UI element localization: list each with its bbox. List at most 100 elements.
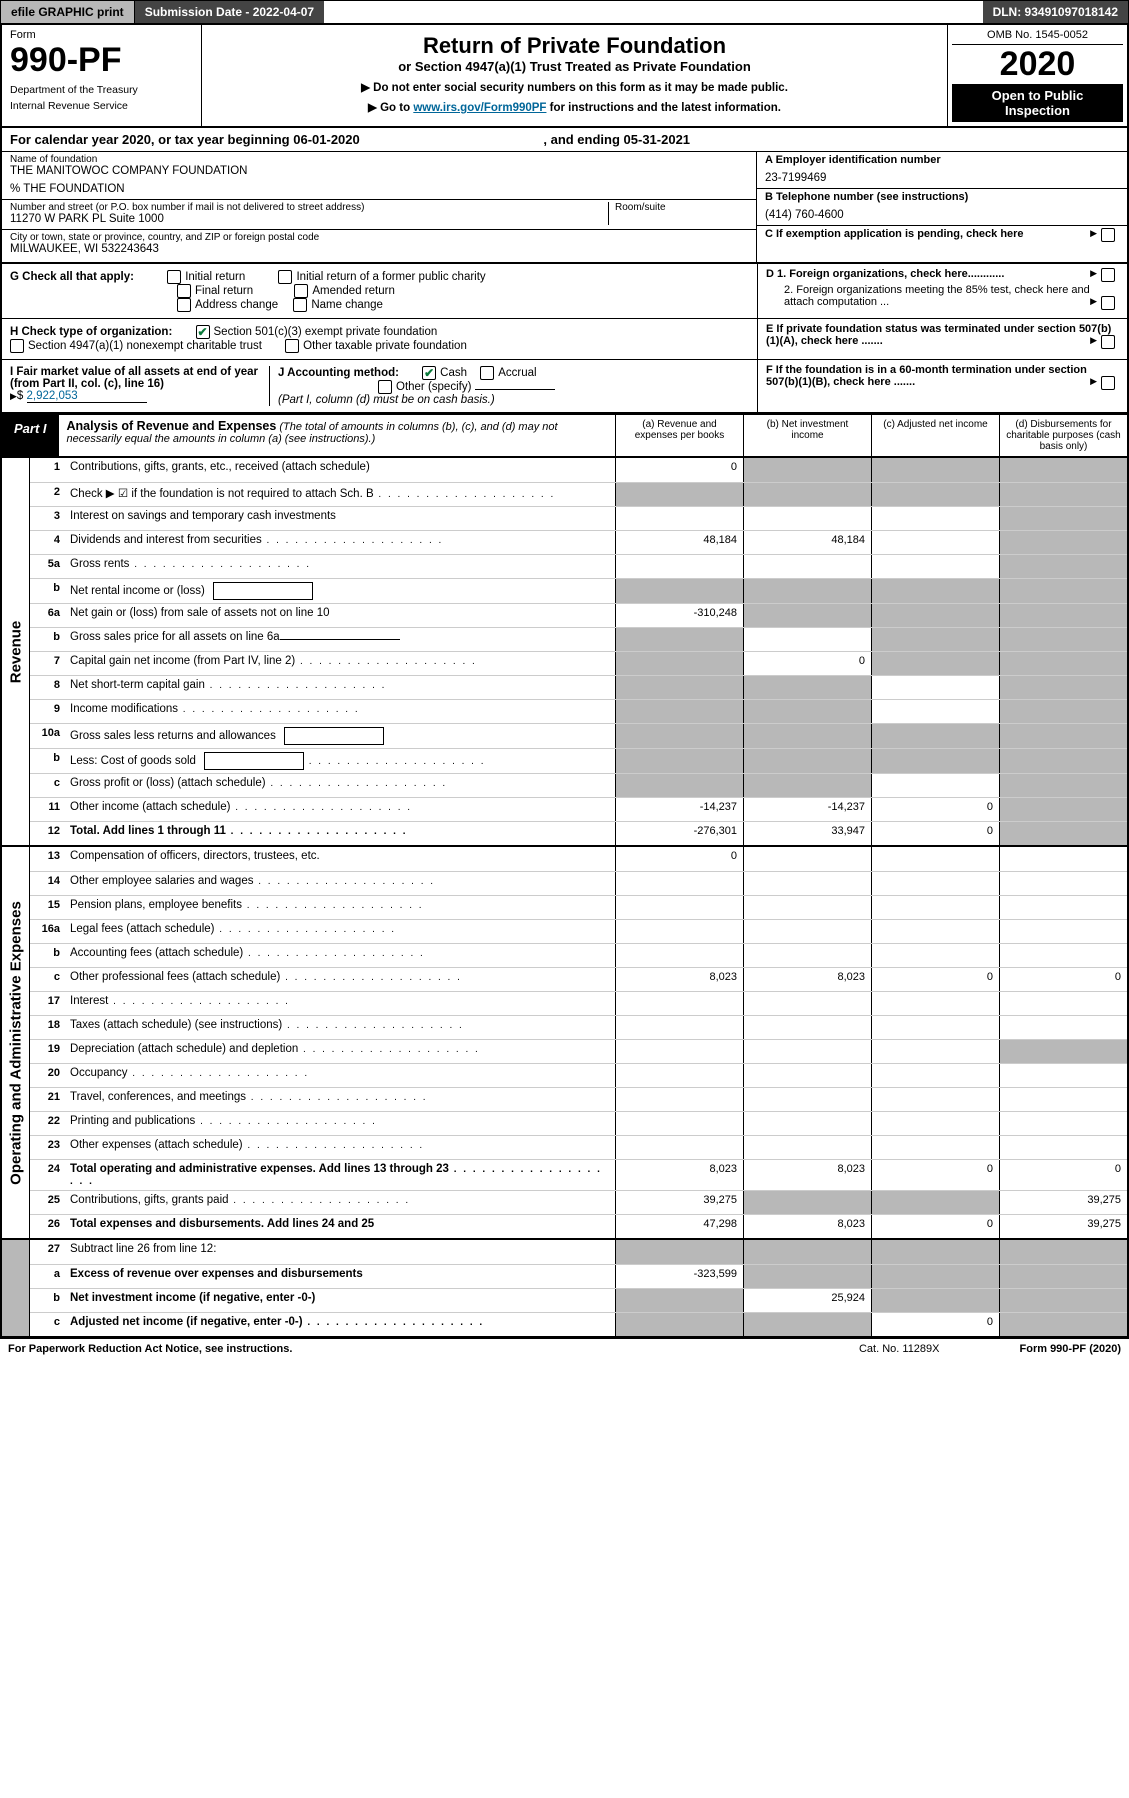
cell-d — [999, 944, 1127, 967]
e-checkbox[interactable] — [1101, 335, 1115, 349]
line-text: Excess of revenue over expenses and disb… — [66, 1265, 615, 1288]
cell-b — [743, 944, 871, 967]
cell-d — [999, 774, 1127, 797]
line-text: Net investment income (if negative, ente… — [66, 1289, 615, 1312]
f-label: F If the foundation is in a 60-month ter… — [766, 364, 1087, 388]
cell-c — [871, 872, 999, 895]
ssn-note: ▶ Do not enter social security numbers o… — [214, 80, 935, 94]
line-number: 18 — [30, 1016, 66, 1039]
cell-d — [999, 483, 1127, 506]
g-name-checkbox[interactable] — [293, 298, 307, 312]
cell-c — [871, 1112, 999, 1135]
line-number: 13 — [30, 847, 66, 871]
cell-c — [871, 749, 999, 773]
line-text: Total operating and administrative expen… — [66, 1160, 615, 1190]
j-other-checkbox[interactable] — [378, 380, 392, 394]
f-check-right: F If the foundation is in a 60-month ter… — [757, 360, 1127, 412]
bottom-side-shade — [2, 1240, 30, 1336]
cell-a — [615, 483, 743, 506]
g-final-checkbox[interactable] — [177, 284, 191, 298]
line-cols — [615, 749, 1127, 773]
d2-checkbox[interactable] — [1101, 296, 1115, 310]
line-number: b — [30, 628, 66, 651]
cell-a: 48,184 — [615, 531, 743, 554]
table-row: 8Net short-term capital gain — [30, 675, 1127, 699]
table-row: bAccounting fees (attach schedule) — [30, 943, 1127, 967]
line-text: Printing and publications — [66, 1112, 615, 1135]
table-row: 13Compensation of officers, directors, t… — [30, 847, 1127, 871]
table-row: 27Subtract line 26 from line 12: — [30, 1240, 1127, 1264]
line-number: 9 — [30, 700, 66, 723]
line-number: 6a — [30, 604, 66, 627]
exemption-row: C If exemption application is pending, c… — [757, 226, 1127, 262]
header-left: Form 990-PF Department of the Treasury I… — [2, 25, 202, 126]
h-501c3-checkbox[interactable] — [196, 325, 210, 339]
table-row: 7Capital gain net income (from Part IV, … — [30, 651, 1127, 675]
cell-a — [615, 1289, 743, 1312]
line-cols: 0 — [615, 1313, 1127, 1336]
line-cols — [615, 1016, 1127, 1039]
cell-b: 33,947 — [743, 822, 871, 845]
cell-d — [999, 1289, 1127, 1312]
line-cols: -276,30133,9470 — [615, 822, 1127, 845]
line-cols: 48,18448,184 — [615, 531, 1127, 554]
cell-c — [871, 1136, 999, 1159]
table-row: cGross profit or (loss) (attach schedule… — [30, 773, 1127, 797]
c-checkbox[interactable] — [1101, 228, 1115, 242]
irs-link[interactable]: www.irs.gov/Form990PF — [413, 102, 546, 114]
g-initial-former-checkbox[interactable] — [278, 270, 292, 284]
j-accrual-checkbox[interactable] — [480, 366, 494, 380]
line-cols — [615, 676, 1127, 699]
line-cols: 0 — [615, 458, 1127, 482]
cell-c — [871, 555, 999, 578]
fmv-value[interactable]: 2,922,053 — [27, 390, 147, 403]
h-4947-checkbox[interactable] — [10, 339, 24, 353]
cell-c — [871, 1265, 999, 1288]
line-number: 5a — [30, 555, 66, 578]
line-cols: -310,248 — [615, 604, 1127, 627]
g-opt-1: Initial return of a former public charit… — [296, 271, 485, 283]
table-row: 20Occupancy — [30, 1063, 1127, 1087]
j-note: (Part I, column (d) must be on cash basi… — [278, 394, 495, 406]
cal-mid: , and ending — [543, 132, 623, 147]
line-text: Taxes (attach schedule) (see instruction… — [66, 1016, 615, 1039]
open-public-box: Open to Public Inspection — [952, 84, 1123, 122]
footer-cat-no: Cat. No. 11289X — [859, 1343, 940, 1355]
care-of: % THE FOUNDATION — [10, 183, 748, 195]
cell-a — [615, 1112, 743, 1135]
col-a-header: (a) Revenue and expenses per books — [615, 415, 743, 456]
cell-b — [743, 1064, 871, 1087]
col-c-header: (c) Adjusted net income — [871, 415, 999, 456]
g-initial-checkbox[interactable] — [167, 270, 181, 284]
j-other: Other (specify) — [396, 381, 471, 393]
table-row: cAdjusted net income (if negative, enter… — [30, 1312, 1127, 1336]
cell-b: 0 — [743, 652, 871, 675]
cell-c — [871, 700, 999, 723]
submission-date-label: Submission Date - 2022-04-07 — [135, 1, 324, 23]
line-cols: -14,237-14,2370 — [615, 798, 1127, 821]
part1-title: Analysis of Revenue and Expenses — [67, 419, 277, 433]
line-cols — [615, 1088, 1127, 1111]
j-cash-checkbox[interactable] — [422, 366, 436, 380]
d1-checkbox[interactable] — [1101, 268, 1115, 282]
line-text: Gross profit or (loss) (attach schedule) — [66, 774, 615, 797]
h-other-checkbox[interactable] — [285, 339, 299, 353]
revenue-lines: 1Contributions, gifts, grants, etc., rec… — [30, 458, 1127, 845]
efile-print-button[interactable]: efile GRAPHIC print — [1, 1, 135, 23]
g-address-checkbox[interactable] — [177, 298, 191, 312]
cell-b — [743, 700, 871, 723]
line-cols: 8,0238,02300 — [615, 1160, 1127, 1190]
cell-c — [871, 774, 999, 797]
table-row: bLess: Cost of goods sold — [30, 748, 1127, 773]
cell-a — [615, 896, 743, 919]
cell-a — [615, 1040, 743, 1063]
j-cash: Cash — [440, 367, 467, 379]
f-checkbox[interactable] — [1101, 376, 1115, 390]
g-opt-3: Amended return — [312, 285, 394, 297]
name-row: Name of foundation THE MANITOWOC COMPANY… — [2, 152, 756, 200]
line-cols — [615, 1112, 1127, 1135]
g-amended-checkbox[interactable] — [294, 284, 308, 298]
line-number: 12 — [30, 822, 66, 845]
cell-b — [743, 992, 871, 1015]
g-check-row: G Check all that apply: Initial return I… — [0, 264, 1129, 319]
